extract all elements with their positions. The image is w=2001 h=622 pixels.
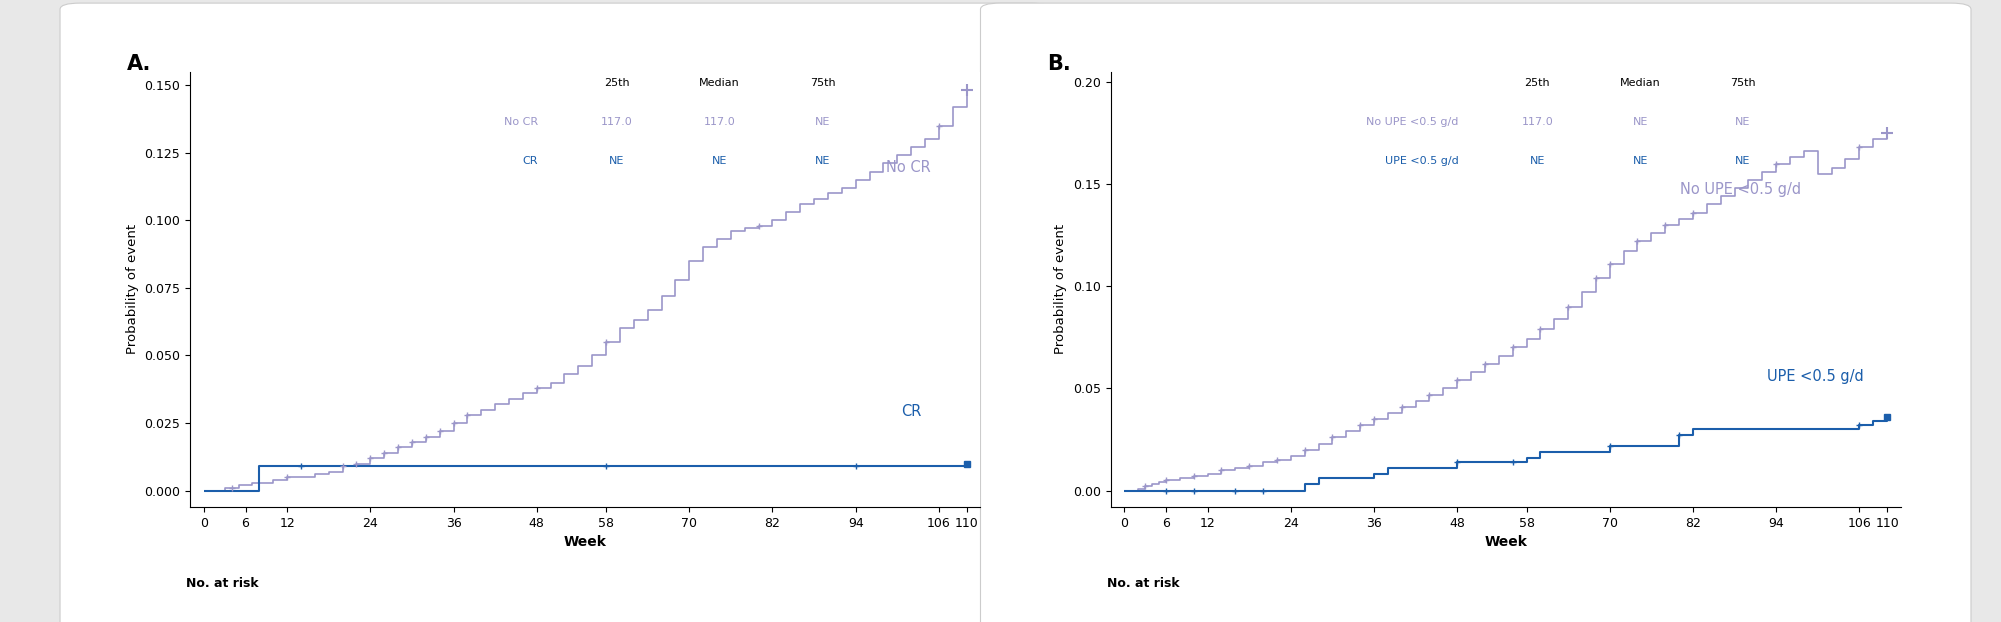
Text: Median: Median: [1619, 78, 1661, 88]
Text: 25th: 25th: [1525, 78, 1551, 88]
Text: B.: B.: [1047, 54, 1071, 74]
Text: UPE <0.5 g/d: UPE <0.5 g/d: [1767, 369, 1863, 384]
Text: 117.0: 117.0: [1521, 117, 1553, 128]
Text: No CR: No CR: [886, 160, 930, 175]
Text: 25th: 25th: [604, 78, 630, 88]
Text: No. at risk: No. at risk: [186, 577, 258, 590]
Y-axis label: Probability of event: Probability of event: [1055, 224, 1067, 355]
Text: NE: NE: [1529, 156, 1545, 167]
Text: 117.0: 117.0: [600, 117, 632, 128]
Text: UPE <0.5 g/d: UPE <0.5 g/d: [1385, 156, 1459, 167]
Text: NE: NE: [1633, 117, 1647, 128]
Text: 75th: 75th: [810, 78, 834, 88]
Text: A.: A.: [126, 54, 152, 74]
Text: No. at risk: No. at risk: [1107, 577, 1179, 590]
Text: NE: NE: [814, 117, 830, 128]
Text: NE: NE: [712, 156, 726, 167]
X-axis label: Week: Week: [1485, 535, 1527, 549]
X-axis label: Week: Week: [564, 535, 606, 549]
Text: CR: CR: [522, 156, 538, 167]
Text: NE: NE: [1735, 156, 1751, 167]
Text: CR: CR: [902, 404, 922, 419]
Text: 75th: 75th: [1731, 78, 1755, 88]
Text: No UPE <0.5 g/d: No UPE <0.5 g/d: [1367, 117, 1459, 128]
Text: NE: NE: [608, 156, 624, 167]
Text: 117.0: 117.0: [704, 117, 736, 128]
Y-axis label: Probability of event: Probability of event: [126, 224, 138, 355]
Text: NE: NE: [814, 156, 830, 167]
Text: No UPE <0.5 g/d: No UPE <0.5 g/d: [1679, 182, 1801, 197]
Text: NE: NE: [1633, 156, 1647, 167]
Text: NE: NE: [1735, 117, 1751, 128]
Text: No CR: No CR: [504, 117, 538, 128]
Text: Median: Median: [698, 78, 740, 88]
